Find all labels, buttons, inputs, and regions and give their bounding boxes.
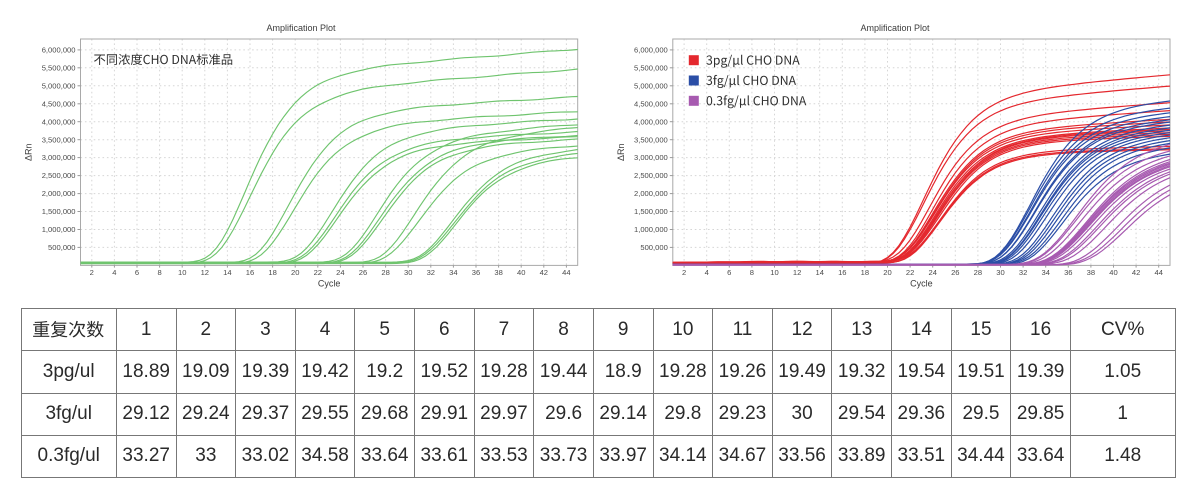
- svg-text:14: 14: [223, 268, 231, 277]
- svg-text:4: 4: [705, 268, 709, 277]
- svg-text:26: 26: [359, 268, 367, 277]
- svg-text:5,000,000: 5,000,000: [634, 81, 668, 90]
- svg-text:30: 30: [996, 268, 1004, 277]
- svg-text:22: 22: [314, 268, 322, 277]
- svg-text:44: 44: [562, 268, 570, 277]
- svg-text:3,500,000: 3,500,000: [42, 135, 76, 144]
- svg-text:34: 34: [449, 268, 457, 277]
- svg-text:ΔRn: ΔRn: [616, 143, 626, 161]
- svg-text:Amplification Plot: Amplification Plot: [266, 23, 336, 33]
- svg-text:ΔRn: ΔRn: [24, 143, 34, 161]
- svg-text:36: 36: [472, 268, 480, 277]
- svg-text:38: 38: [1087, 268, 1095, 277]
- svg-text:28: 28: [974, 268, 982, 277]
- svg-text:3,000,000: 3,000,000: [42, 153, 76, 162]
- svg-text:10: 10: [178, 268, 186, 277]
- svg-text:1,500,000: 1,500,000: [42, 207, 76, 216]
- svg-text:6,000,000: 6,000,000: [42, 46, 76, 55]
- svg-text:3,500,000: 3,500,000: [634, 135, 668, 144]
- svg-text:16: 16: [838, 268, 846, 277]
- svg-text:4,500,000: 4,500,000: [42, 99, 76, 108]
- svg-text:2: 2: [682, 268, 686, 277]
- svg-text:26: 26: [951, 268, 959, 277]
- svg-text:40: 40: [517, 268, 525, 277]
- svg-text:36: 36: [1064, 268, 1072, 277]
- svg-text:4,000,000: 4,000,000: [634, 117, 668, 126]
- svg-text:34: 34: [1041, 268, 1049, 277]
- svg-text:2,000,000: 2,000,000: [634, 189, 668, 198]
- svg-text:2: 2: [90, 268, 94, 277]
- svg-text:28: 28: [381, 268, 389, 277]
- svg-text:24: 24: [336, 268, 344, 277]
- svg-text:3,000,000: 3,000,000: [634, 153, 668, 162]
- svg-text:32: 32: [427, 268, 435, 277]
- svg-text:8: 8: [750, 268, 754, 277]
- svg-text:38: 38: [494, 268, 502, 277]
- svg-text:22: 22: [906, 268, 914, 277]
- svg-text:6: 6: [135, 268, 139, 277]
- svg-text:5,500,000: 5,500,000: [634, 63, 668, 72]
- svg-text:32: 32: [1019, 268, 1027, 277]
- svg-text:Amplification Plot: Amplification Plot: [860, 23, 930, 33]
- svg-text:14: 14: [815, 268, 823, 277]
- svg-text:30: 30: [404, 268, 412, 277]
- svg-text:4: 4: [112, 268, 116, 277]
- svg-text:4,500,000: 4,500,000: [634, 99, 668, 108]
- svg-text:20: 20: [291, 268, 299, 277]
- svg-text:500,000: 500,000: [48, 243, 75, 252]
- svg-text:Cycle: Cycle: [910, 278, 933, 288]
- svg-text:6,000,000: 6,000,000: [634, 46, 668, 55]
- svg-text:8: 8: [157, 268, 161, 277]
- svg-text:5,000,000: 5,000,000: [42, 81, 76, 90]
- svg-text:18: 18: [268, 268, 276, 277]
- svg-text:2,500,000: 2,500,000: [42, 171, 76, 180]
- svg-text:42: 42: [540, 268, 548, 277]
- svg-text:18: 18: [861, 268, 869, 277]
- svg-text:20: 20: [883, 268, 891, 277]
- svg-text:4,000,000: 4,000,000: [42, 117, 76, 126]
- svg-text:Cycle: Cycle: [318, 278, 341, 288]
- svg-text:24: 24: [928, 268, 936, 277]
- svg-text:12: 12: [793, 268, 801, 277]
- svg-text:16: 16: [246, 268, 254, 277]
- svg-text:12: 12: [201, 268, 209, 277]
- svg-text:6: 6: [727, 268, 731, 277]
- svg-text:44: 44: [1154, 268, 1162, 277]
- svg-text:1,000,000: 1,000,000: [42, 225, 76, 234]
- svg-text:2,000,000: 2,000,000: [42, 189, 76, 198]
- svg-text:2,500,000: 2,500,000: [634, 171, 668, 180]
- svg-text:500,000: 500,000: [640, 243, 667, 252]
- svg-text:42: 42: [1132, 268, 1140, 277]
- svg-text:10: 10: [770, 268, 778, 277]
- svg-text:40: 40: [1109, 268, 1117, 277]
- svg-text:1,000,000: 1,000,000: [634, 225, 668, 234]
- svg-text:5,500,000: 5,500,000: [42, 63, 76, 72]
- svg-text:1,500,000: 1,500,000: [634, 207, 668, 216]
